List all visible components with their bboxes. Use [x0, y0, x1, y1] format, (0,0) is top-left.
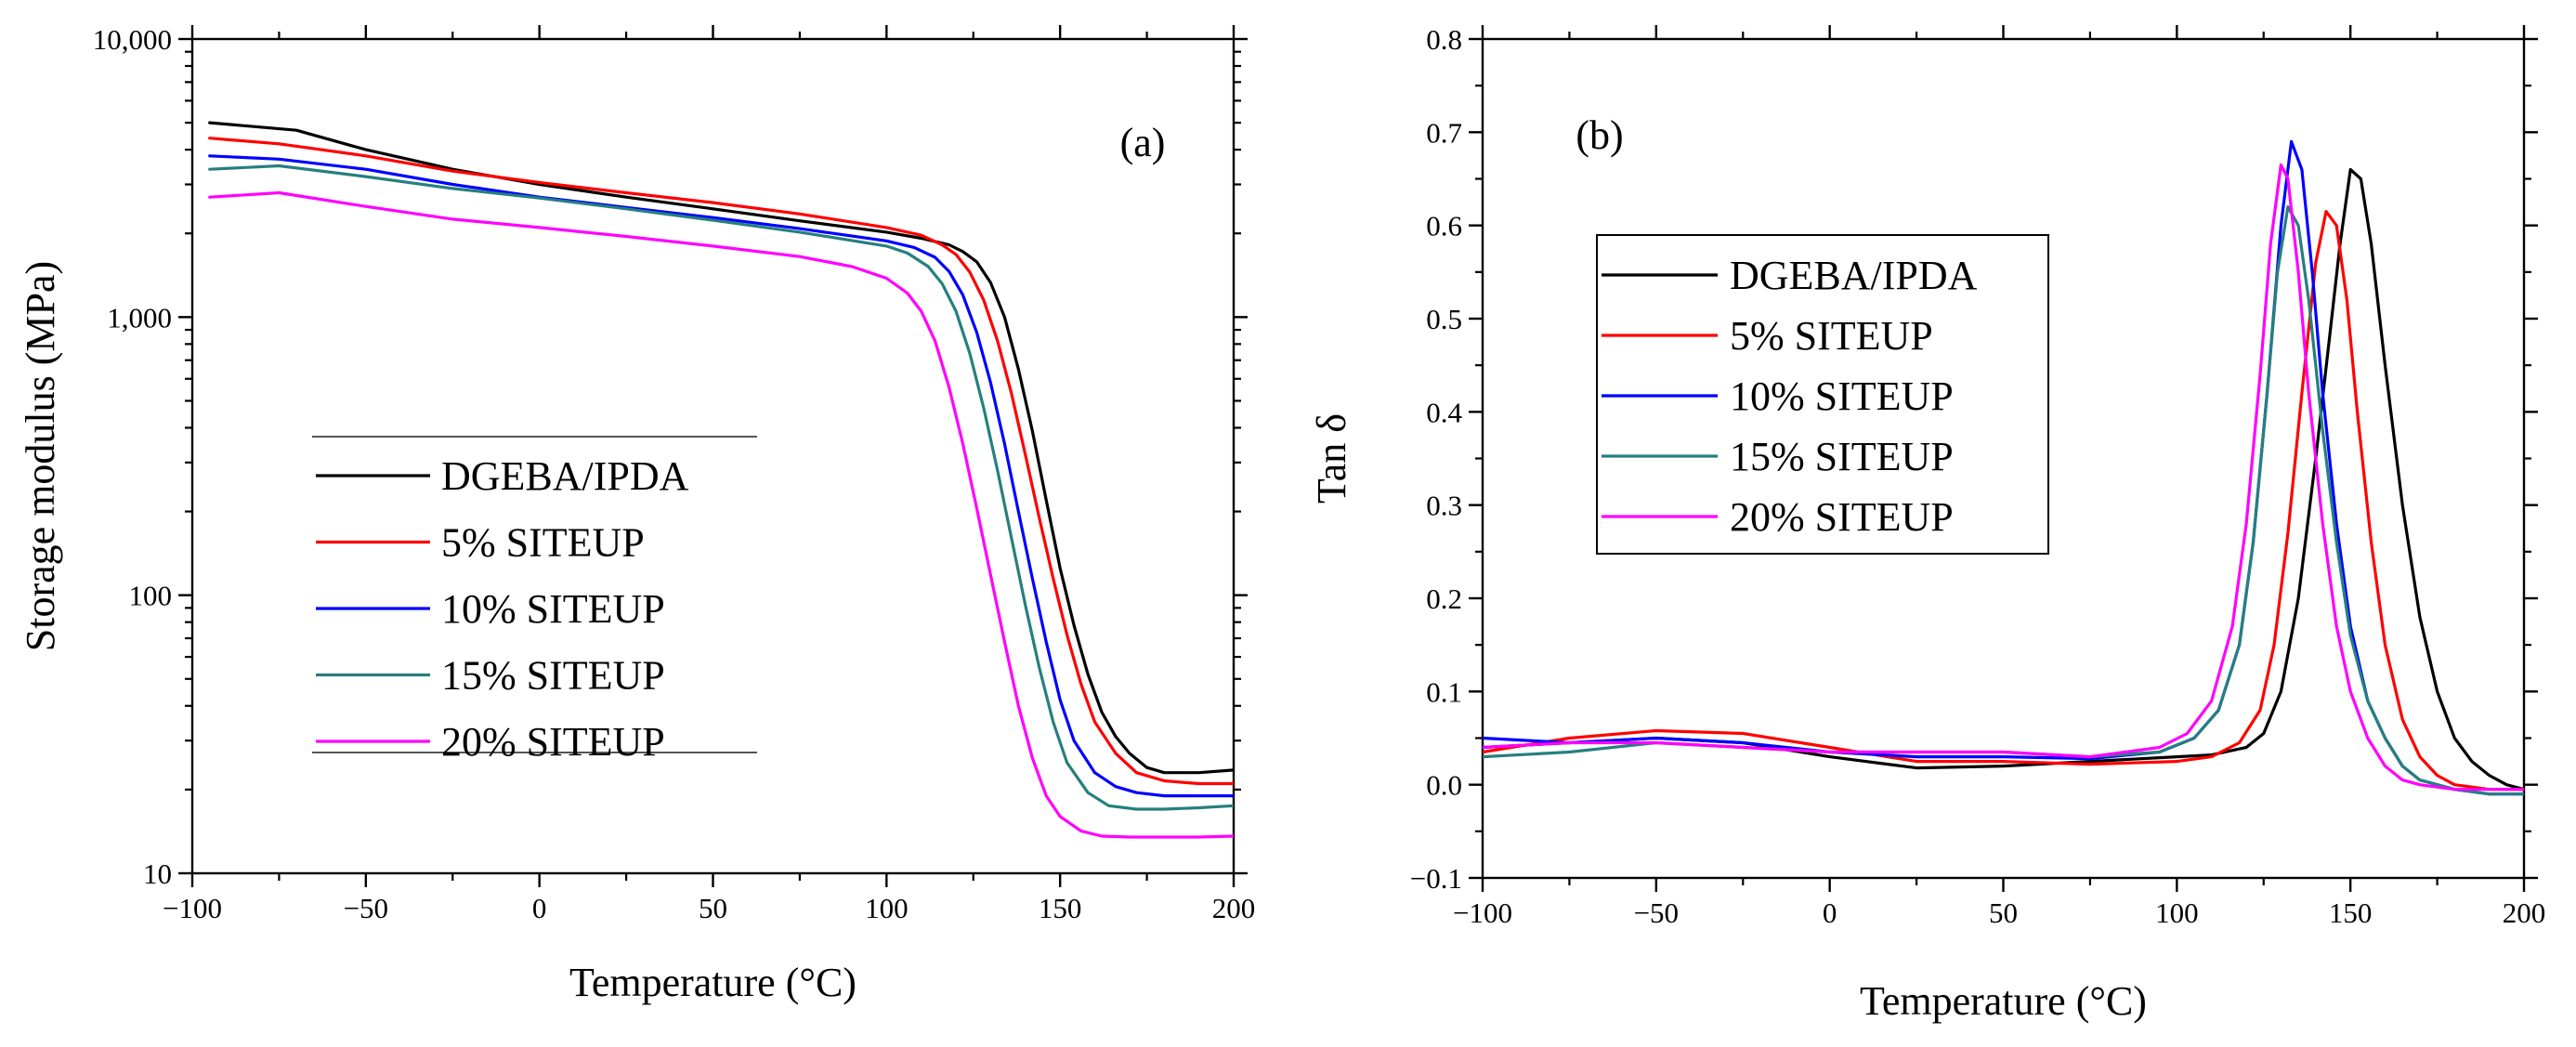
pa-panel-label: (a)	[1120, 120, 1166, 165]
pa-series-group	[208, 121, 1234, 839]
series-line-5pct-siteup	[208, 137, 1234, 786]
pb-y-tick-label: 0.7	[1426, 116, 1462, 149]
legend-label-5pct-siteup: 5% SITEUP	[1730, 313, 1933, 359]
legend-label-5pct-siteup: 5% SITEUP	[441, 520, 645, 566]
pb-y-tick-label: 0.4	[1426, 396, 1462, 428]
pb-y-tick-label: 0.0	[1426, 769, 1462, 802]
panel-b-tan-delta: −100 −50 0 50 100 150 200 −0.1 0.0 0.1 0.2 0.3 0.4 0.…	[1309, 23, 2545, 1024]
series-line-20pct-siteup	[1483, 163, 2524, 792]
legend-label-10pct-siteup: 10% SITEUP	[441, 586, 665, 632]
pb-x-tick-label: 50	[1989, 896, 2018, 929]
pb-series-group	[1483, 139, 2524, 796]
series-line-20pct-siteup	[208, 190, 1234, 839]
legend-label-dgeba-ipda: DGEBA/IPDA	[1730, 253, 1978, 298]
pa-x-tick-label: −50	[344, 892, 388, 924]
pb-panel-label: (b)	[1576, 112, 1623, 158]
pb-x-tick-label: −100	[1453, 896, 1512, 929]
legend-label-dgeba-ipda: DGEBA/IPDA	[441, 453, 689, 499]
pb-x-tick-label: 0	[1823, 896, 1837, 929]
pb-y-tick-label: 0.2	[1426, 582, 1462, 615]
legend-label-15pct-siteup: 15% SITEUP	[441, 653, 665, 699]
pa-y-tick-label: 1,000	[107, 301, 172, 334]
pb-y-tick-label: 0.6	[1426, 210, 1462, 242]
pa-y-axis-title: Storage modulus (MPa)	[18, 261, 63, 651]
pb-y-tick-label: 0.1	[1426, 675, 1462, 708]
pb-y-tick-label: −0.1	[1410, 862, 1462, 895]
pa-x-tick-label: 0	[532, 892, 547, 924]
pb-x-tick-label: −50	[1634, 896, 1679, 929]
pb-x-tick-label: 100	[2155, 896, 2199, 929]
pa-x-tick-label: −100	[163, 892, 222, 924]
legend-label-10pct-siteup: 10% SITEUP	[1730, 373, 1954, 419]
pa-x-tick-label: 150	[1039, 892, 1082, 924]
pb-x-tick-label: 200	[2503, 896, 2546, 929]
series-line-15pct-siteup	[208, 164, 1234, 811]
pb-y-tick-label: 0.5	[1426, 303, 1462, 335]
pb-y-tick-label: 0.3	[1426, 490, 1462, 522]
pb-legend: DGEBA/IPDA 5% SITEUP 10% SITEUP 15% SITEUP 2…	[1596, 234, 2049, 555]
pa-y-tick-label: 100	[129, 580, 173, 612]
pa-legend: DGEBA/IPDA 5% SITEUP 10% SITEUP 15% SITEUP 2…	[312, 436, 757, 765]
pa-x-tick-label: 100	[865, 892, 909, 924]
legend-label-20pct-siteup: 20% SITEUP	[1730, 494, 1954, 540]
legend-label-15pct-siteup: 15% SITEUP	[1730, 434, 1954, 479]
pa-x-axis-title: Temperature (°C)	[569, 960, 856, 1005]
legend-label-20pct-siteup: 20% SITEUP	[441, 719, 665, 765]
pb-y-axis-title: Tan δ	[1309, 413, 1354, 504]
series-line-dgeba-ipda	[208, 121, 1234, 775]
pb-x-axis-title: Temperature (°C)	[1860, 978, 2147, 1024]
pb-x-tick-label: 150	[2329, 896, 2373, 929]
pa-y-tick-label: 10,000	[93, 23, 172, 56]
pa-x-tick-label: 50	[699, 892, 727, 924]
pb-y-tick-label: 0.8	[1426, 23, 1462, 56]
panel-a-storage-modulus: −100 −50 0 50 100 150 200 10 100 1,000 10,000 Stora…	[18, 23, 1255, 1005]
pa-x-tick-label: 200	[1212, 892, 1256, 924]
pa-y-tick-label: 10	[143, 857, 172, 890]
